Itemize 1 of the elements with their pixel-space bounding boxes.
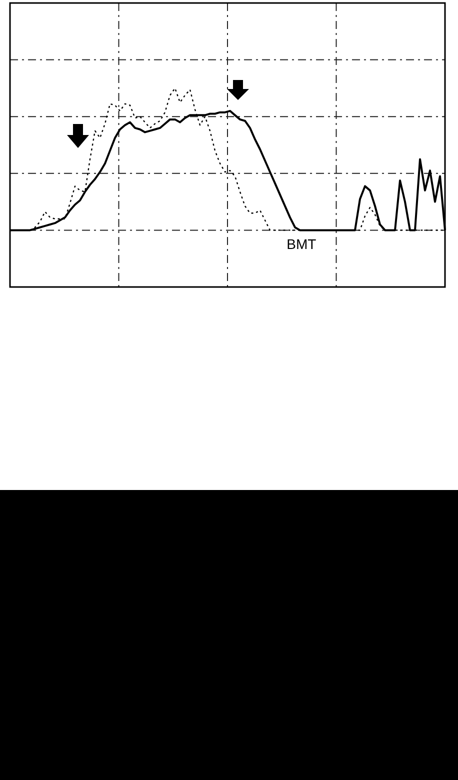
text: BMT	[286, 236, 317, 252]
